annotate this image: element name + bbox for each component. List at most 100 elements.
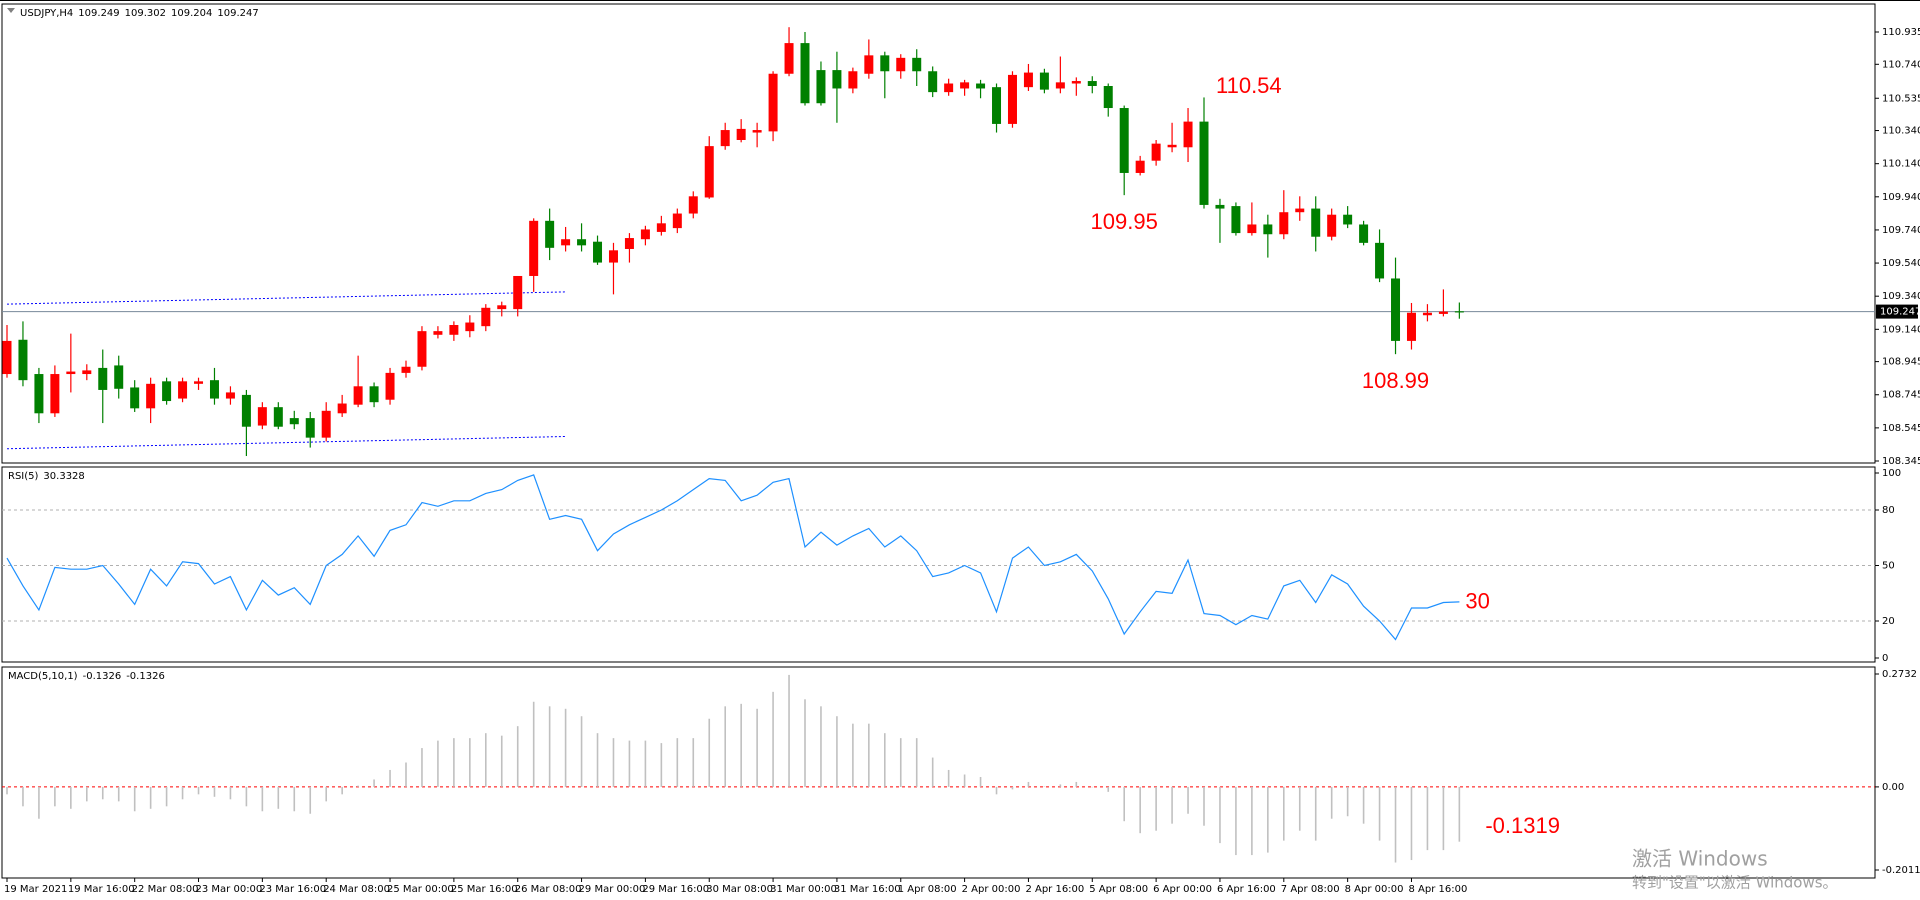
x-tick-label: 6 Apr 16:00: [1217, 884, 1276, 895]
watermark-subtitle: 转到"设置"以激活 Windows。: [1632, 874, 1838, 892]
candle-body: [1167, 144, 1177, 148]
y-tick-label: 108.945: [1882, 357, 1920, 368]
candle-body: [912, 57, 922, 72]
candle-body: [1295, 208, 1305, 213]
candle-body: [1327, 214, 1337, 237]
x-tick-label: 19 Mar 2021: [4, 884, 67, 895]
channel-line: [6, 291, 566, 305]
candle-body: [66, 371, 76, 375]
candle-body: [768, 73, 778, 132]
candle-body: [1151, 143, 1161, 161]
candle-body: [1391, 278, 1401, 341]
candle-body: [1055, 82, 1065, 89]
y-tick-label: 0.2732: [1882, 669, 1917, 680]
candle-body: [896, 57, 906, 72]
candle-body: [960, 82, 970, 89]
x-tick-label: 31 Mar 00:00: [770, 884, 837, 895]
header-value: 109.247: [217, 8, 258, 19]
candle-body: [449, 325, 459, 335]
candle-body: [401, 366, 411, 373]
candle-body: [337, 403, 347, 414]
candle-body: [1119, 108, 1129, 173]
candle-body: [848, 71, 858, 89]
candle-body: [1343, 214, 1353, 225]
candle-body: [864, 55, 874, 74]
y-tick-label: 109.340: [1882, 291, 1920, 302]
header-value: 109.204: [171, 8, 212, 19]
candle-body: [1087, 81, 1097, 86]
candle-body: [656, 223, 666, 232]
candle-body: [545, 220, 555, 248]
candle-body: [305, 418, 315, 438]
header-value: -0.1326: [126, 671, 165, 682]
x-tick-label: 24 Mar 08:00: [323, 884, 390, 895]
y-tick-label: 0: [1882, 653, 1888, 664]
candle-body: [944, 83, 954, 93]
candle-body: [1279, 212, 1289, 235]
candle-body: [353, 386, 363, 405]
y-tick-label: 20: [1882, 616, 1895, 627]
candle-body: [736, 128, 746, 140]
panel: [1, 466, 1876, 663]
candle-body: [162, 381, 172, 402]
last-price-label: 109.247: [1880, 307, 1920, 318]
y-tick-label: 100: [1882, 468, 1901, 479]
candle-body: [561, 239, 571, 246]
x-tick-label: 22 Mar 08:00: [132, 884, 199, 895]
candle-body: [1263, 224, 1273, 235]
candle-body: [417, 331, 427, 367]
panel-title: RSI(5): [8, 471, 39, 482]
header-value: -0.1326: [83, 671, 122, 682]
candle-body: [1247, 224, 1257, 234]
candle-body: [209, 380, 219, 399]
candle-body: [800, 43, 810, 104]
candle-body: [1231, 206, 1241, 234]
candle-body: [130, 387, 140, 409]
candle-body: [928, 71, 938, 93]
candle-body: [688, 196, 698, 214]
candle-body: [1135, 160, 1145, 173]
y-tick-label: 110.140: [1882, 159, 1920, 170]
y-tick-label: 110.740: [1882, 59, 1920, 70]
candle-body: [704, 146, 714, 198]
panel: [1, 3, 1876, 464]
candle-body: [98, 367, 108, 390]
panel-header: MACD(5,10,1) -0.1326 -0.1326: [8, 671, 165, 682]
candle-body: [194, 381, 204, 384]
candle-body: [50, 374, 60, 414]
panel-title: USDJPY,H4: [20, 8, 73, 19]
header-value: 109.302: [125, 8, 166, 19]
candle-body: [178, 381, 188, 399]
candle-body: [257, 407, 267, 426]
candle-body: [481, 307, 491, 327]
candle-body: [241, 394, 251, 427]
panel: [1, 666, 1876, 879]
y-tick-label: 109.740: [1882, 225, 1920, 236]
candle-body: [289, 418, 299, 425]
price-annotation: 108.99: [1362, 368, 1429, 393]
header-value: 30.3328: [43, 471, 84, 482]
x-tick-label: 6 Apr 00:00: [1153, 884, 1212, 895]
candle-body: [1023, 72, 1033, 88]
candle-body: [385, 372, 395, 400]
candle-body: [1215, 204, 1225, 209]
x-tick-label: 8 Apr 16:00: [1408, 884, 1467, 895]
header-value: 109.249: [78, 8, 119, 19]
candle-body: [513, 275, 523, 310]
x-tick-label: 5 Apr 08:00: [1089, 884, 1148, 895]
candle-body: [672, 213, 682, 229]
candle-body: [992, 87, 1002, 124]
candle-body: [577, 239, 587, 246]
x-tick-label: 29 Mar 16:00: [642, 884, 709, 895]
candle-body: [624, 238, 634, 249]
y-tick-label: 109.140: [1882, 324, 1920, 335]
x-tick-label: 25 Mar 00:00: [387, 884, 454, 895]
candle-body: [225, 392, 235, 399]
x-tick-label: 2 Apr 00:00: [962, 884, 1021, 895]
candle-body: [1103, 85, 1113, 109]
indicator-annotation: -0.1319: [1485, 813, 1560, 838]
candle-body: [593, 241, 603, 263]
x-tick-label: 26 Mar 08:00: [515, 884, 582, 895]
y-tick-label: 108.745: [1882, 390, 1920, 401]
y-tick-label: 0.00: [1882, 782, 1904, 793]
